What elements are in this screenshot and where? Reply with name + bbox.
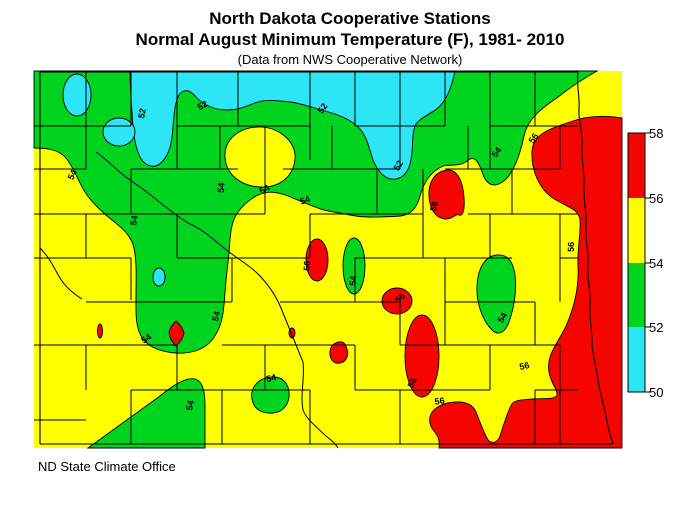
contour-label: 56 (406, 376, 419, 389)
contour-label: 54 (348, 275, 359, 286)
green-blob-southeast (476, 254, 517, 334)
contour-label: 54 (128, 215, 140, 227)
page-title-line1: North Dakota Cooperative Stations (209, 9, 491, 28)
region-cyan-north (129, 70, 456, 180)
contour-label: 54 (265, 372, 277, 384)
legend-tick-label: 52 (649, 320, 663, 335)
contour-label: 54 (299, 194, 312, 207)
contour-label: 56 (566, 242, 576, 252)
region-green-north (33, 70, 599, 354)
contour-label: 52 (136, 107, 148, 119)
county-lines (34, 72, 578, 444)
region-red-east (429, 115, 623, 449)
region-yellow-island (224, 126, 296, 188)
contour-label: 54 (216, 182, 227, 193)
contour-label: 54 (139, 332, 153, 346)
legend-band-50-52 (628, 327, 645, 392)
contour-label: 56 (393, 291, 407, 305)
legend-band-52-54 (628, 263, 645, 327)
contour-label: 54 (258, 183, 272, 197)
page-title-line2: Normal August Minimum Temperature (F), 1… (135, 30, 565, 49)
legend-band-54-56 (628, 198, 645, 263)
legend-colorbar: 58 56 54 52 50 (627, 126, 663, 400)
contour-label: 52 (316, 101, 330, 115)
contour-label: 56 (518, 360, 530, 372)
legend-band-56-58 (628, 133, 645, 198)
red-blob-center (305, 238, 329, 282)
contour-label: 54 (184, 399, 196, 411)
cyan-lobe-west (102, 117, 136, 147)
cyan-lobe-northwest (62, 73, 92, 117)
legend-tick-label: 56 (649, 191, 663, 206)
missouri-river-line (39, 151, 339, 449)
contour-label: 54 (490, 145, 504, 159)
contour-label: 52 (392, 159, 406, 173)
page-subtitle: (Data from NWS Cooperative Network) (237, 52, 463, 67)
legend-tick-label: 54 (649, 256, 663, 271)
red-sliver-west (97, 323, 103, 339)
contour-label: 52 (196, 99, 210, 113)
region-green-south-tongue (86, 378, 206, 449)
contour-label: 54 (496, 311, 510, 325)
contour-labels: 52 52 52 52 54 54 54 54 54 54 54 54 54 54 54 54 56 56 56 56… (66, 99, 577, 412)
red-blob-devilslake-south (428, 169, 465, 220)
cyan-spot-center-west (152, 267, 166, 287)
contour-label: 56 (434, 395, 445, 406)
legend-tick-label: 58 (649, 126, 663, 141)
contour-label: 56 (302, 261, 313, 272)
legend-tick-label: 50 (649, 385, 663, 400)
contour-fill-regions (33, 70, 623, 449)
red-river-border (576, 71, 614, 445)
green-blob-center (342, 237, 366, 295)
header: North Dakota Cooperative Stations Normal… (0, 0, 700, 68)
state-border (39, 71, 614, 445)
red-blob-south-tall (404, 314, 440, 398)
red-blob-east-center (381, 287, 413, 315)
contour-label: 54 (210, 310, 222, 322)
contour-label: 54 (66, 168, 79, 181)
red-diamond-west (168, 320, 185, 347)
contour-label: 56 (428, 200, 440, 212)
contour-label: 56 (527, 131, 541, 145)
footer-credit: ND State Climate Office (38, 459, 176, 474)
